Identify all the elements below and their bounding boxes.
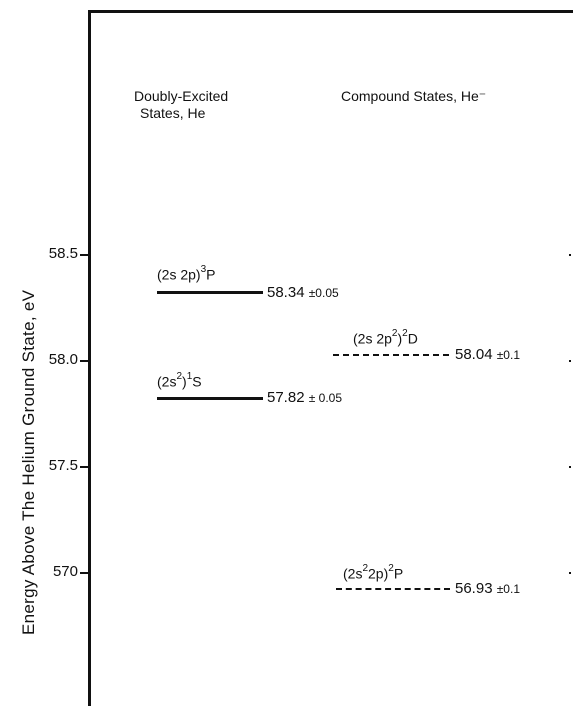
tick-label: 570: [52, 563, 78, 580]
energy-axis: [88, 10, 91, 706]
right-tick-mark: [569, 466, 571, 468]
right-tick-mark: [569, 254, 571, 256]
state-label-1s: (2s2)1S: [157, 371, 202, 390]
energy-level-line: [157, 397, 263, 400]
energy-level-line-dashed: [333, 354, 449, 356]
right-tick-mark: [569, 572, 571, 574]
compound-states-heading: Compound States, He⁻: [341, 88, 487, 104]
heading-line: Doubly-Excited: [134, 88, 229, 104]
tick-mark: [80, 572, 89, 574]
tick-mark: [80, 254, 89, 256]
heading-line: States, He: [140, 105, 206, 121]
energy-value-2d: 58.04 ±0.1: [455, 346, 520, 363]
energy-level-line-dashed: [336, 588, 450, 590]
doubly-excited-heading: Doubly-Excited States, He: [134, 88, 228, 122]
tick-label: 57.5: [48, 457, 78, 474]
frame-top-border: [88, 10, 573, 13]
energy-value-3p: 58.34 ±0.05: [267, 284, 339, 301]
state-label-3p: (2s 2p)3P: [157, 264, 216, 283]
energy-axis-label: Energy Above The Helium Ground State, eV: [19, 289, 38, 635]
energy-level-line: [157, 291, 263, 294]
state-label-2d: (2s 2p2)2D: [353, 328, 418, 347]
right-tick-mark: [569, 360, 571, 362]
tick-label: 58.5: [48, 245, 78, 262]
tick-mark: [80, 466, 89, 468]
energy-value-2p: 56.93 ±0.1: [455, 580, 520, 597]
tick-label: 58.0: [48, 351, 78, 368]
state-label-2p: (2s22p)2P: [343, 563, 404, 582]
energy-value-1s: 57.82 ± 0.05: [267, 389, 342, 406]
tick-mark: [80, 360, 89, 362]
